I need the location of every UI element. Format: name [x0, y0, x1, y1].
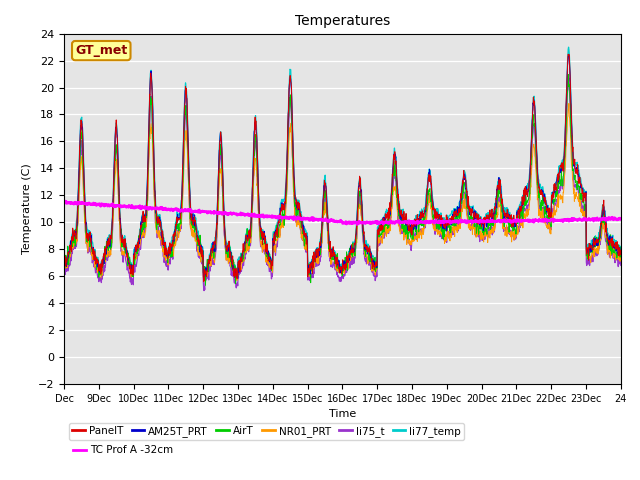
Legend: TC Prof A -32cm: TC Prof A -32cm: [69, 441, 177, 459]
Title: Temperatures: Temperatures: [295, 14, 390, 28]
X-axis label: Time: Time: [329, 409, 356, 419]
Text: GT_met: GT_met: [75, 44, 127, 57]
Y-axis label: Temperature (C): Temperature (C): [22, 163, 32, 254]
